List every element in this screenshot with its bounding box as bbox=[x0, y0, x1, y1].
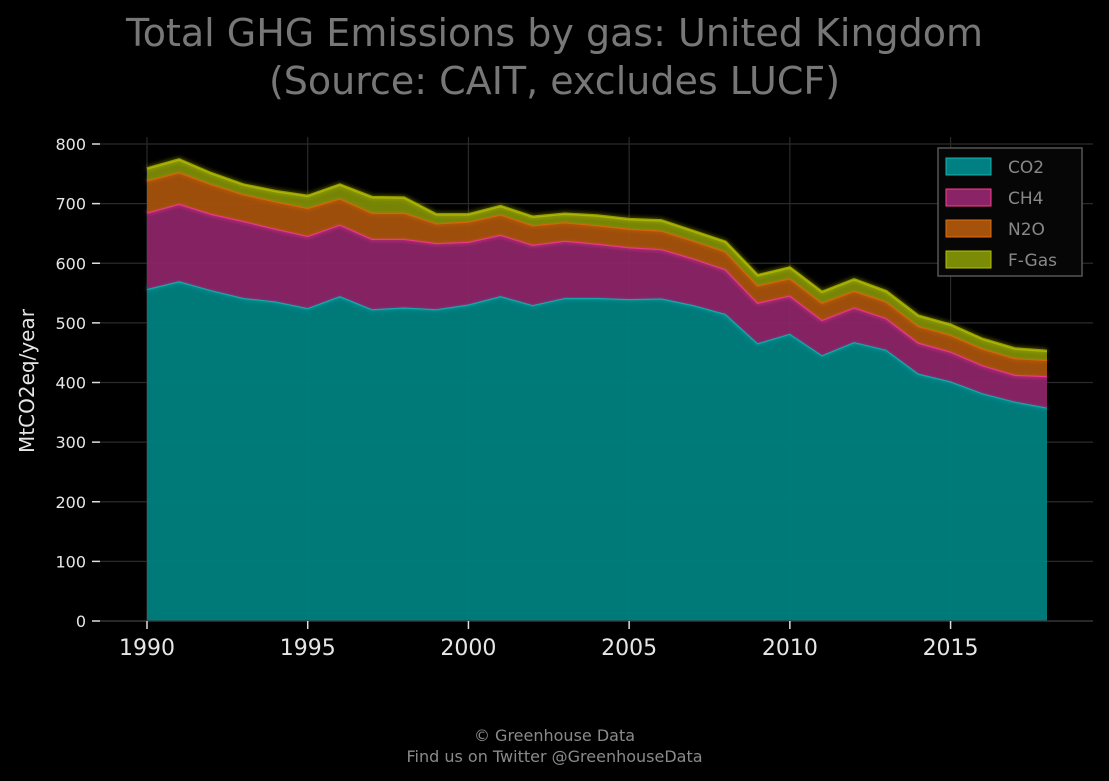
chart-subtitle: (Source: CAIT, excludes LUCF) bbox=[268, 59, 841, 103]
x-tick-label: 2000 bbox=[440, 636, 496, 661]
credit-line: © Greenhouse Data bbox=[473, 726, 636, 745]
legend-swatch-co2 bbox=[945, 157, 992, 176]
area-f-gas bbox=[147, 159, 1047, 360]
axes: 0 100 200 300 400 500 600 700 800 1990 1995 2000 200… bbox=[15, 135, 1093, 661]
legend-swatch-n2o bbox=[945, 219, 992, 238]
areas bbox=[146, 158, 1048, 621]
legend-label-ch4: CH4 bbox=[1008, 189, 1043, 209]
y-axis-label: MtCO2eq/year bbox=[15, 308, 39, 453]
legend: CO2 CH4 N2O F-Gas bbox=[937, 147, 1083, 277]
x-tick-label: 2015 bbox=[923, 636, 979, 661]
y-tick-label: 600 bbox=[55, 254, 86, 273]
y-tick-label: 100 bbox=[55, 552, 86, 571]
area-co2 bbox=[147, 281, 1047, 621]
legend-swatch-ch4 bbox=[945, 188, 992, 207]
legend-label-f-gas: F-Gas bbox=[1008, 251, 1057, 271]
chart-title: Total GHG Emissions by gas: United Kingd… bbox=[125, 11, 984, 55]
twitter-credit-line: Find us on Twitter @GreenhouseData bbox=[406, 747, 703, 766]
y-tick-label: 300 bbox=[55, 433, 86, 452]
y-tick-label: 700 bbox=[55, 195, 86, 214]
area-n2o bbox=[147, 172, 1047, 376]
y-tick-label: 800 bbox=[55, 135, 86, 154]
area-ch4 bbox=[147, 203, 1047, 408]
y-tick-label: 200 bbox=[55, 493, 86, 512]
y-tick-label: 500 bbox=[55, 314, 86, 333]
y-tick-label: 0 bbox=[76, 612, 86, 631]
x-tick-label: 1990 bbox=[119, 636, 175, 661]
legend-swatch-f-gas bbox=[945, 250, 992, 269]
y-tick-label: 400 bbox=[55, 374, 86, 393]
line-f-gas bbox=[146, 158, 1048, 353]
legend-label-co2: CO2 bbox=[1008, 158, 1044, 178]
x-tick-label: 2005 bbox=[601, 636, 657, 661]
stacked-area-chart: 0 100 200 300 400 500 600 700 800 1990 1995 2000 200… bbox=[15, 135, 1093, 661]
x-tick-label: 2010 bbox=[762, 636, 818, 661]
legend-label-n2o: N2O bbox=[1008, 220, 1045, 240]
x-tick-label: 1995 bbox=[280, 636, 336, 661]
